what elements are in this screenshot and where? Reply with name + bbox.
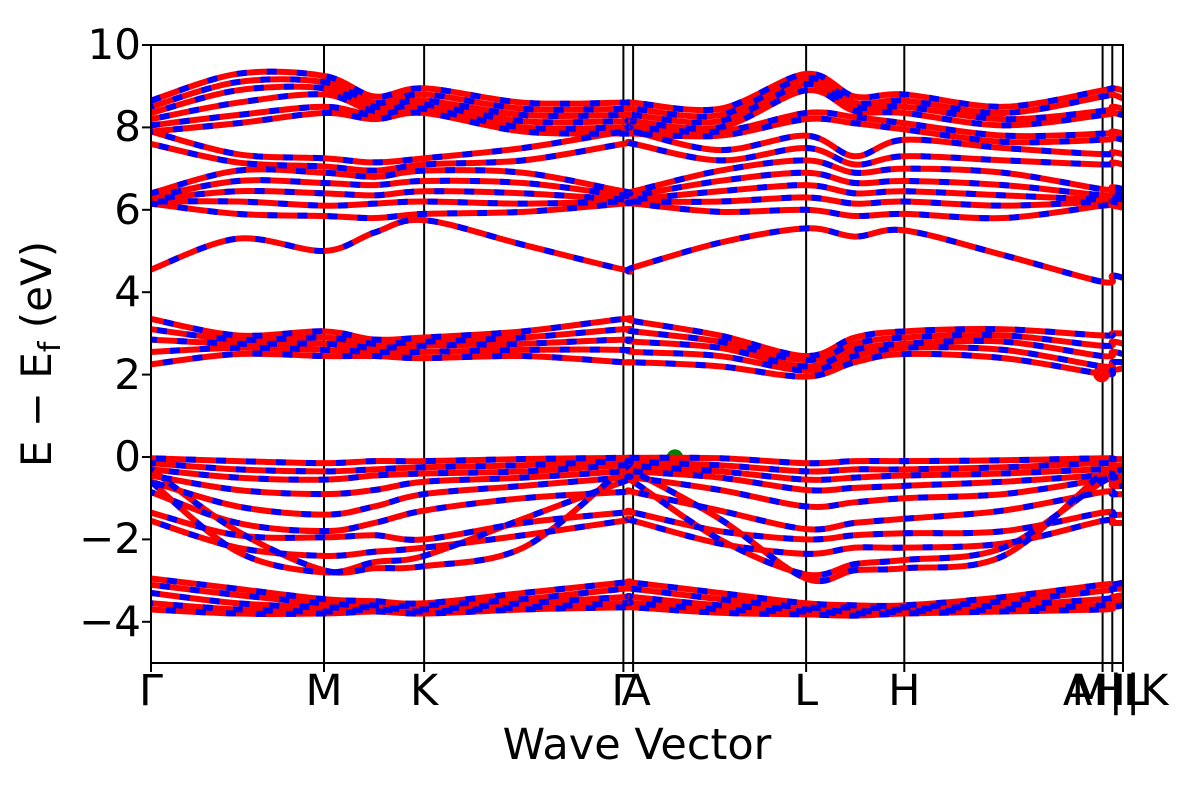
band-line-primary [151, 575, 1123, 610]
x-tick-label: M|L [1071, 666, 1148, 716]
band-line-primary [151, 216, 1123, 286]
y-tick-label: 10 [87, 20, 141, 69]
band-line-secondary [151, 589, 1123, 615]
band-line-primary [151, 157, 1123, 197]
band-line-secondary [151, 216, 1123, 286]
band-line-secondary [151, 138, 1123, 174]
band-line-secondary [151, 507, 1123, 543]
x-tick-label: H [888, 666, 921, 716]
y-axis-label: E − Ef (eV) [12, 241, 68, 467]
band-line-secondary [151, 126, 1123, 166]
band-line-secondary [151, 103, 1123, 140]
y-axis-label-main: E − E [11, 352, 61, 468]
band-line-secondary [151, 315, 1123, 360]
band-line-secondary [151, 74, 1123, 120]
y-tick-label: 0 [114, 432, 141, 481]
band-line-primary [151, 344, 1123, 374]
band-line-secondary [151, 467, 1123, 498]
y-axis-label-subscript: f [33, 341, 69, 353]
band-lines [151, 68, 1123, 619]
x-tick-label: Γ [139, 666, 163, 716]
y-tick-label: 6 [114, 184, 141, 234]
band-line-secondary [151, 581, 1123, 611]
y-tick-label: 4 [114, 267, 141, 317]
x-tick-label: Γ [611, 666, 636, 716]
band-line-secondary [151, 109, 1123, 146]
band-line-secondary [151, 454, 1123, 467]
x-tick-label: H|K [1093, 666, 1169, 716]
band-line-primary [151, 68, 1123, 114]
band-line-secondary [151, 336, 1123, 370]
y-tick-label: 8 [114, 102, 141, 152]
x-tick-label: L [794, 666, 819, 716]
band-line-secondary [151, 81, 1123, 126]
band-line-secondary [151, 602, 1123, 619]
band-line-secondary [151, 461, 1123, 483]
band-line-secondary [151, 199, 1123, 222]
x-tick-label: M [305, 666, 343, 716]
band-line-secondary [151, 457, 1123, 475]
band-line-primary [151, 182, 1123, 204]
x-tick-label: K [410, 666, 439, 716]
y-tick-label: 2 [114, 349, 141, 399]
band-line-secondary [151, 473, 1123, 518]
x-axis-label: Wave Vector [502, 720, 772, 770]
x-tick-label: A [1062, 666, 1093, 716]
x-tick-label: A [621, 666, 651, 716]
y-axis-label-units: (eV) [11, 240, 61, 342]
y-tick-label: −4 [79, 596, 141, 646]
band-line-secondary [151, 350, 1123, 380]
band-line-secondary [151, 325, 1123, 364]
band-line-secondary [151, 194, 1123, 209]
band-line-primary [151, 459, 1123, 585]
band-line-secondary [151, 169, 1123, 201]
axes-spines [150, 44, 1124, 664]
y-tick-label: −2 [79, 514, 141, 564]
band-line-secondary [151, 87, 1123, 132]
band-line-secondary [151, 515, 1123, 559]
